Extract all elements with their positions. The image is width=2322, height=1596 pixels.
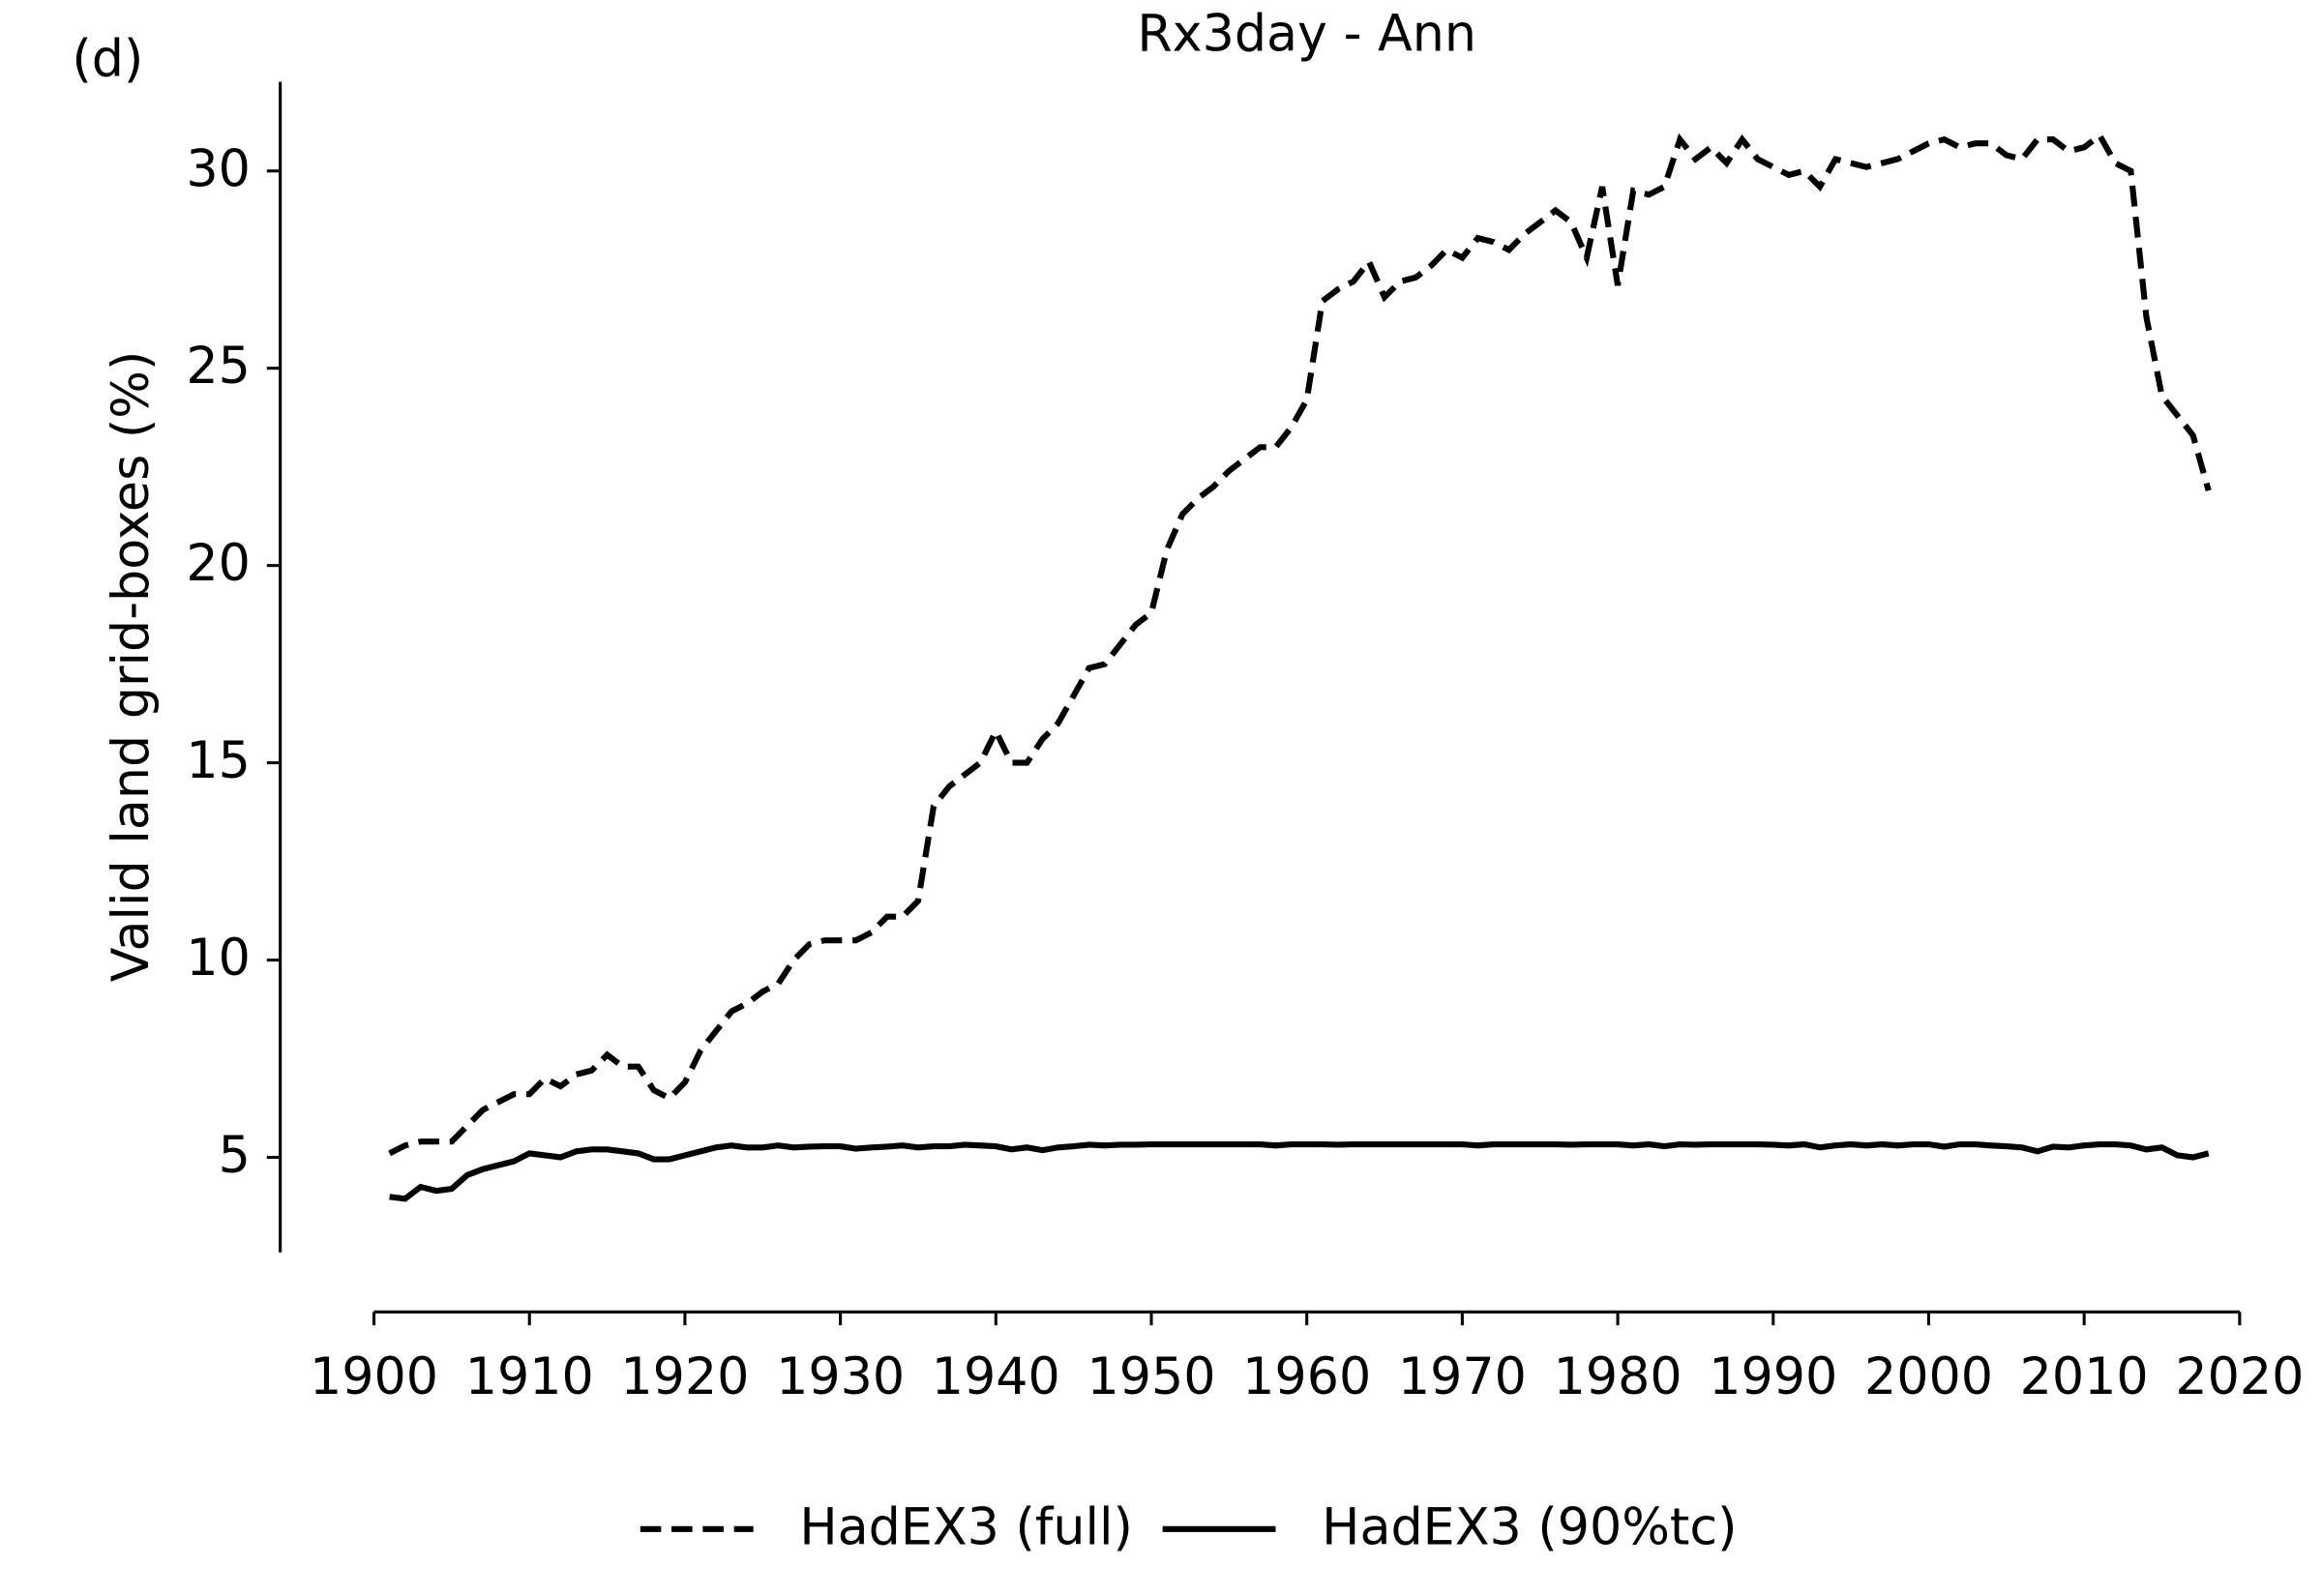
- y-tick-label: 20: [186, 534, 251, 593]
- x-tick-label: 1980: [1554, 1347, 1682, 1406]
- x-tick-label: 1920: [620, 1347, 749, 1406]
- chart-title: Rx3day - Ann: [1137, 4, 1476, 63]
- legend-label: HadEX3 (90%tc): [1322, 1497, 1737, 1556]
- x-tick-label: 2010: [2020, 1347, 2149, 1406]
- y-axis-label: Valid land grid-boxes (%): [102, 351, 161, 983]
- panel-label: (d): [72, 30, 143, 89]
- line-series: [388, 131, 2212, 1157]
- line-series: [389, 1140, 2210, 1202]
- x-tick-label: 1950: [1087, 1347, 1215, 1406]
- y-tick-label: 10: [186, 929, 251, 988]
- legend-label: HadEX3 (full): [799, 1497, 1133, 1556]
- y-tick-label: 30: [186, 139, 251, 198]
- x-tick-label: 1900: [310, 1347, 438, 1406]
- x-tick-label: 1990: [1709, 1347, 1837, 1406]
- x-tick-label: 2000: [1864, 1347, 1993, 1406]
- x-tick-label: 1910: [465, 1347, 594, 1406]
- x-tick-label: 1940: [932, 1347, 1060, 1406]
- y-tick-label: 5: [219, 1126, 251, 1185]
- y-tick-label: 15: [186, 731, 251, 790]
- x-tick-label: 1970: [1398, 1347, 1527, 1406]
- y-tick-label: 25: [186, 337, 251, 396]
- x-tick-label: 1930: [776, 1347, 905, 1406]
- x-tick-label: 1960: [1242, 1347, 1371, 1406]
- x-tick-label: 2020: [2175, 1347, 2304, 1406]
